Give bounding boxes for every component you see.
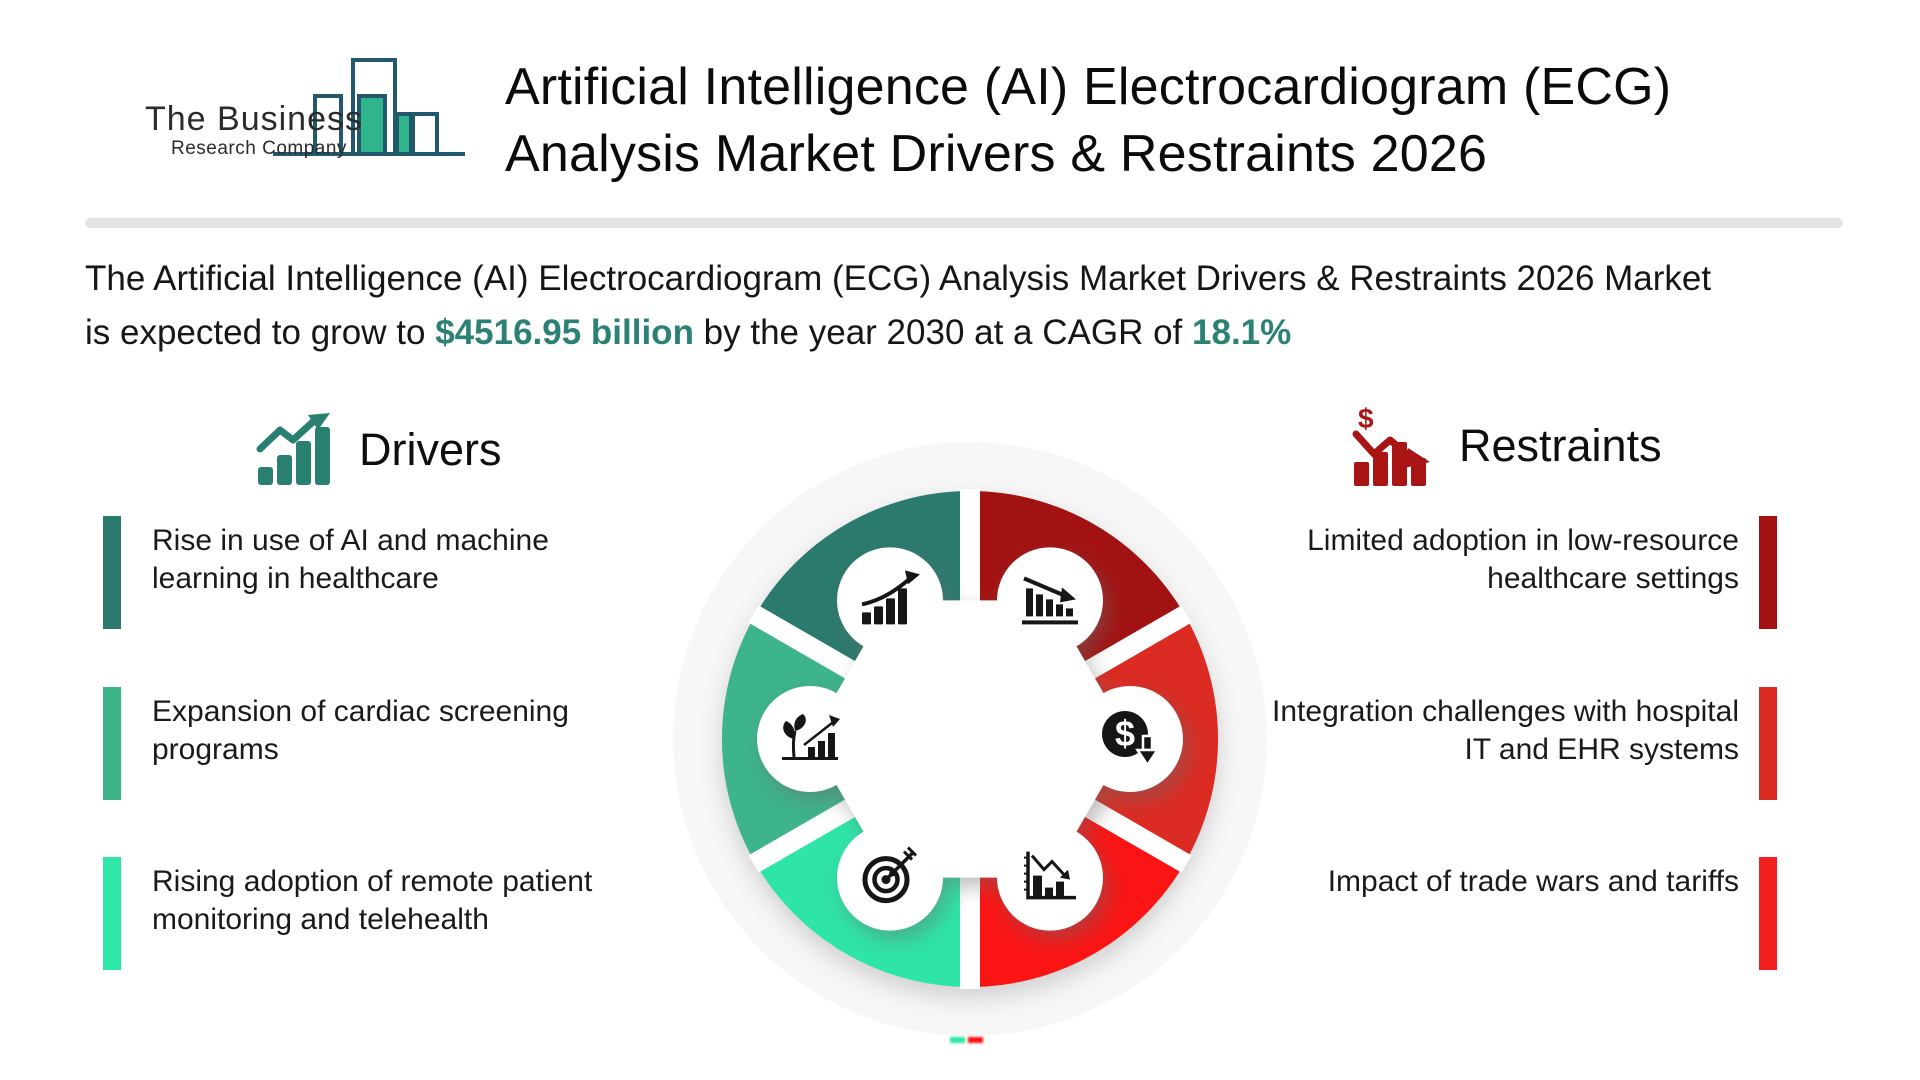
restraint-text-1: Limited adoption in low-resource healthc… <box>1307 524 1739 595</box>
restraint-item-3: Impact of trade wars and tariffs <box>1328 857 1777 970</box>
market-summary: The Artificial Intelligence (AI) Electro… <box>85 252 1711 360</box>
artifact-red-dash <box>968 1037 983 1043</box>
growth-bars-arrow-icon <box>256 413 330 485</box>
driver-text-1: Rise in use of AI and machine learning i… <box>152 524 549 595</box>
growth-chart-icon <box>861 570 920 625</box>
summary-text: is expected to grow to <box>85 313 436 352</box>
drivers-header: Drivers <box>256 410 502 490</box>
plant-growth-icon <box>782 714 840 760</box>
driver-text-3: Rising adoption of remote patient monito… <box>152 865 593 936</box>
market-value: $4516.95 billion <box>435 313 694 352</box>
wheel-reflection-artifact <box>950 1037 983 1043</box>
svg-text:$: $ <box>1115 713 1135 754</box>
driver-accent-bar-1 <box>103 516 121 629</box>
declining-bars-icon <box>1022 576 1078 625</box>
page-title: Artificial Intelligence (AI) Electrocard… <box>505 54 1671 188</box>
restraint-item-2: Integration challenges with hospital IT … <box>1239 687 1777 800</box>
declining-bars-dollar-icon: $ <box>1352 406 1430 486</box>
logo-text-main: The Business <box>145 100 363 138</box>
restraint-item-1: Limited adoption in low-resource healthc… <box>1279 516 1777 629</box>
restraints-header: $ Restraints <box>1352 404 1662 488</box>
drivers-heading: Drivers <box>359 424 502 475</box>
artifact-green-dash <box>950 1037 965 1043</box>
cagr-value: 18.1% <box>1192 313 1292 352</box>
dollar-decrease-icon: $ <box>1102 711 1160 768</box>
page-title-line2: Analysis Market Drivers & Restraints 202… <box>505 125 1488 183</box>
driver-accent-bar-2 <box>103 687 121 800</box>
summary-line1: The Artificial Intelligence (AI) Electro… <box>85 259 1712 298</box>
summary-line2: is expected to grow to $4516.95 billion … <box>85 306 1711 360</box>
driver-item-1: Rise in use of AI and machine learning i… <box>103 516 592 629</box>
svg-text:$: $ <box>1358 406 1374 434</box>
restraint-accent-bar-2 <box>1759 687 1777 800</box>
restraint-text-2: Integration challenges with hospital IT … <box>1272 695 1739 766</box>
declining-graph-icon <box>1024 851 1076 900</box>
logo-text-sub: Research Company <box>171 138 347 159</box>
company-logo: The Business Research Company <box>145 58 465 159</box>
icon-disc-bottom-right <box>997 824 1103 931</box>
header-divider <box>85 218 1843 228</box>
restraint-accent-bar-3 <box>1759 857 1777 970</box>
logo-bar-chart-icon <box>273 58 465 156</box>
page-title-line1: Artificial Intelligence (AI) Electrocard… <box>505 58 1672 116</box>
drivers-restraints-wheel: $ <box>673 442 1267 1036</box>
driver-accent-bar-3 <box>103 857 121 970</box>
restraints-heading: Restraints <box>1459 420 1662 471</box>
wheel-center-hub <box>810 600 1130 878</box>
driver-item-3: Rising adoption of remote patient monito… <box>103 857 622 970</box>
driver-text-2: Expansion of cardiac screening programs <box>152 695 569 766</box>
restraint-accent-bar-1 <box>1759 516 1777 629</box>
restraint-text-3: Impact of trade wars and tariffs <box>1327 865 1739 898</box>
summary-text: by the year 2030 at a CAGR of <box>693 313 1193 352</box>
driver-item-2: Expansion of cardiac screening programs <box>103 687 582 800</box>
target-icon <box>862 846 918 904</box>
